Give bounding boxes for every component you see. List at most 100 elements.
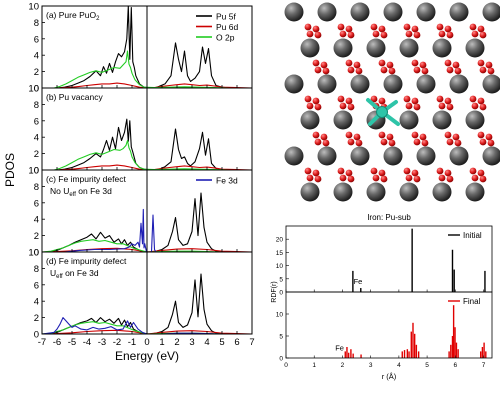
- rdf-y-tick-label: 20: [276, 237, 284, 244]
- rdf-x-tick-label: 4: [397, 362, 401, 369]
- plutonium-atom: [383, 74, 403, 94]
- oxygen-atom: [339, 30, 347, 38]
- oxygen-atom: [421, 139, 429, 147]
- plutonium-atom: [284, 2, 304, 22]
- oxygen-atom: [370, 167, 378, 175]
- rdf-x-tick-label: 0: [284, 362, 288, 369]
- plutonium-atom: [300, 182, 320, 202]
- oxygen-atom: [312, 169, 320, 177]
- oxygen-atom: [337, 167, 345, 175]
- pdos-y-tick-label: 2: [34, 313, 39, 324]
- oxygen-atom: [322, 139, 330, 147]
- pdos-legend-label: Pu 5f: [216, 12, 236, 22]
- plutonium-atom: [416, 2, 436, 22]
- pdos-y-tick-label: 10: [28, 2, 39, 13]
- oxygen-atom: [380, 138, 388, 146]
- plutonium-atom: [317, 146, 337, 166]
- pdos-series-line: [49, 192, 252, 253]
- plutonium-atom: [366, 38, 386, 58]
- oxygen-atom: [347, 66, 355, 74]
- oxygen-atom: [446, 138, 454, 146]
- oxygen-atom: [479, 31, 487, 39]
- oxygen-atom: [378, 25, 386, 33]
- pdos-panel-label-line2: No Ueff on Fe 3d: [50, 186, 112, 198]
- oxygen-atom: [436, 23, 444, 31]
- pdos-x-tick-label: -6: [53, 337, 61, 348]
- oxygen-atom: [444, 59, 452, 67]
- rdf-panel: 0 5 10 15 20 Initial Fe: [276, 225, 493, 297]
- pdos-series-line: [42, 139, 252, 171]
- oxygen-atom: [452, 133, 460, 141]
- plutonium-atom: [383, 2, 403, 22]
- oxygen-atom: [436, 95, 444, 103]
- pdos-panel-label-line2: Ueff on Fe 3d: [50, 268, 99, 280]
- plutonium-atom: [432, 182, 452, 202]
- plutonium-atom: [449, 74, 469, 94]
- oxygen-atom: [413, 103, 421, 111]
- oxygen-atom: [339, 174, 347, 182]
- pdos-panel-label-line2-sub: eff: [69, 192, 76, 198]
- pdos-y-tick-label: 2: [34, 67, 39, 78]
- oxygen-atom: [469, 23, 477, 31]
- pdos-y-tick-label: 6: [34, 34, 39, 45]
- iron-atom: [376, 106, 388, 118]
- oxygen-atom: [469, 95, 477, 103]
- oxygen-atom: [471, 30, 479, 38]
- pdos-y-tick-label: 6: [34, 116, 39, 127]
- rdf-title: Iron: Pu-sub: [367, 213, 411, 222]
- oxygen-atom: [438, 102, 446, 110]
- pdos-y-tick-label: 0: [34, 84, 39, 95]
- pdos-y-tick-label: 0: [34, 166, 39, 177]
- pdos-x-tick-label: 3: [189, 337, 194, 348]
- plutonium-atom: [284, 74, 304, 94]
- oxygen-atom: [306, 102, 314, 110]
- oxygen-atom: [314, 66, 322, 74]
- pdos-panel: 0 2 4 6 8 10 (d) Fe impurity defect Ueff on Fe …: [28, 248, 253, 341]
- pdos-series-line: [49, 5, 252, 89]
- rdf-chart: Iron: Pu-sub05101520InitialFe0510FinalFe…: [271, 213, 493, 381]
- pdos-y-tick-label: 8: [34, 18, 39, 29]
- pdos-series-line: [42, 50, 252, 89]
- oxygen-atom: [370, 23, 378, 31]
- rdf-y-tick-label: 0: [279, 356, 283, 363]
- plutonium-atom: [350, 2, 370, 22]
- oxygen-atom: [355, 139, 363, 147]
- pdos-y-tick-label: 6: [34, 280, 39, 291]
- oxygen-atom: [370, 95, 378, 103]
- oxygen-atom: [405, 174, 413, 182]
- plutonium-atom: [416, 74, 436, 94]
- rdf-legend-label: Final: [463, 297, 481, 306]
- pdos-panel-label-line2-tail: on Fe 3d: [76, 186, 112, 196]
- pdos-x-tick-label: 7: [249, 337, 254, 348]
- pdos-y-tick-label: 8: [34, 264, 39, 275]
- rdf-y-tick-label: 5: [279, 276, 283, 283]
- rdf-x-axis-label: r (Å): [382, 372, 397, 381]
- rdf-y-axis-label: RDF(r): [271, 281, 278, 302]
- oxygen-atom: [347, 103, 355, 111]
- oxygen-atom: [403, 167, 411, 175]
- rdf-x-tick-label: 2: [341, 362, 345, 369]
- oxygen-atom: [411, 131, 419, 139]
- oxygen-atom: [413, 31, 421, 39]
- oxygen-atom: [454, 139, 462, 147]
- rdf-x-tick-label: 1: [312, 362, 316, 369]
- oxygen-atom: [403, 23, 411, 31]
- pdos-y-tick-label: 0: [34, 330, 39, 341]
- pdos-panel-label: (d) Fe impurity defect: [46, 256, 127, 266]
- oxygen-atom: [312, 59, 320, 67]
- oxygen-atom: [477, 131, 485, 139]
- pdos-x-tick-label: 1: [159, 337, 164, 348]
- oxygen-atom: [314, 138, 322, 146]
- pdos-y-tick-label: 6: [34, 198, 39, 209]
- pdos-y-tick-label: 4: [34, 215, 39, 226]
- plutonium-atom: [333, 110, 353, 130]
- pdos-series-line: [41, 239, 252, 253]
- pdos-panel: 0 2 4 6 8 10 (c) Fe impurity defect No Ueff on …: [28, 166, 253, 259]
- oxygen-atom: [454, 67, 462, 75]
- pdos-y-tick-label: 0: [34, 248, 39, 259]
- pdos-panel: 0 2 4 6 8 10 (b) Pu vacancy: [28, 84, 253, 177]
- oxygen-atom: [388, 139, 396, 147]
- oxygen-atom: [304, 95, 312, 103]
